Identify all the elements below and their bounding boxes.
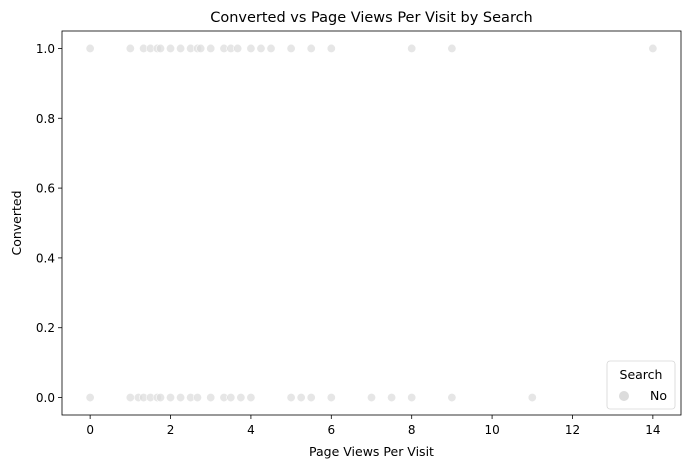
legend: Search No [606,360,676,410]
data-point [286,43,296,53]
data-point [266,43,276,53]
data-point [387,393,397,403]
x-tick-label: 6 [327,423,335,437]
x-tick-label: 2 [167,423,175,437]
data-point [166,393,176,403]
x-axis-label: Page Views Per Visit [309,444,434,459]
data-point [176,43,186,53]
data-point [286,393,296,403]
data-point [326,393,336,403]
data-point [296,393,306,403]
plot-frame [61,30,682,416]
y-tick-label: 0.8 [36,112,55,126]
data-point [407,43,417,53]
data-point [648,43,658,53]
data-point [256,43,266,53]
legend-label-no: No [650,388,667,403]
x-ticks: 0 2 4 6 8 10 12 14 [86,415,661,437]
data-point [306,393,316,403]
data-point [246,43,256,53]
data-point [206,393,216,403]
data-point [125,43,135,53]
data-point [176,393,186,403]
data-point [155,393,165,403]
y-tick-label: 0.6 [36,182,55,196]
y-tick-label: 0.4 [36,251,55,265]
y-tick-label: 1.0 [36,42,55,56]
data-point [233,43,243,53]
x-tick-label: 14 [645,423,660,437]
y-axis-label: Converted [9,190,24,255]
data-point [236,393,246,403]
data-point [166,43,176,53]
x-tick-label: 10 [484,423,499,437]
data-point [85,393,95,403]
data-point [155,43,165,53]
data-point [226,393,236,403]
points-layer [85,43,658,403]
x-tick-label: 12 [565,423,580,437]
x-tick-label: 0 [86,423,94,437]
data-point [447,43,457,53]
data-point [192,393,202,403]
y-tick-label: 0.2 [36,321,55,335]
y-tick-label: 0.0 [36,391,55,405]
data-point [246,393,256,403]
data-point [527,393,537,403]
data-point [326,43,336,53]
y-ticks: 0.0 0.2 0.4 0.6 0.8 1.0 [36,42,62,405]
data-point [366,393,376,403]
x-tick-label: 8 [408,423,416,437]
data-point [407,393,417,403]
legend-title: Search [620,367,663,382]
data-point [196,43,206,53]
data-point [85,43,95,53]
data-point [306,43,316,53]
data-point [125,393,135,403]
x-tick-label: 4 [247,423,255,437]
data-point [206,43,216,53]
data-point [447,393,457,403]
legend-marker-no [619,391,629,401]
chart-title: Converted vs Page Views Per Visit by Sea… [210,10,533,26]
